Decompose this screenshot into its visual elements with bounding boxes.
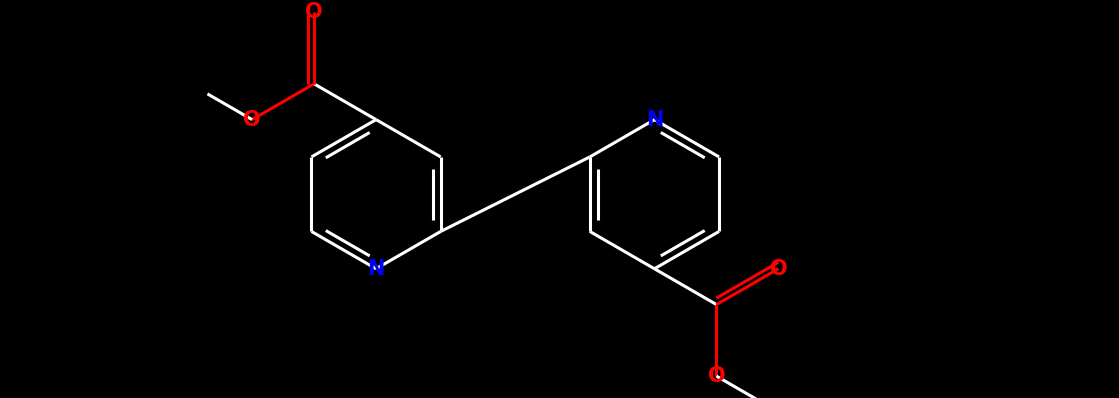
Text: O: O: [243, 109, 261, 130]
Text: O: O: [707, 366, 725, 386]
Text: N: N: [367, 259, 385, 279]
Text: O: O: [305, 2, 323, 22]
Text: O: O: [770, 259, 788, 279]
Text: N: N: [646, 109, 664, 130]
